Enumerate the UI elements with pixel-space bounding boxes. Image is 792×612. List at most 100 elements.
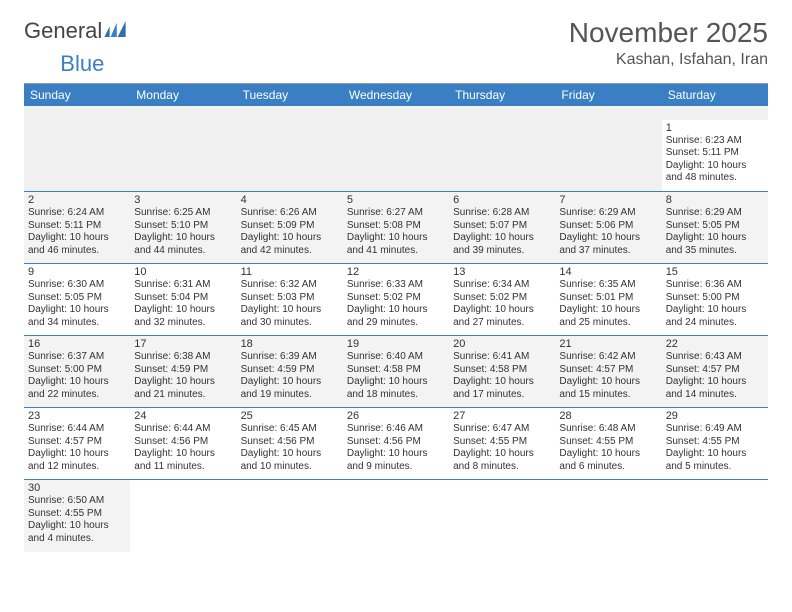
sunset-line: Sunset: 4:57 PM bbox=[559, 364, 657, 377]
daylight-line: Daylight: 10 hours bbox=[28, 232, 126, 245]
daylight-line: Daylight: 10 hours bbox=[666, 448, 764, 461]
sunrise-line: Sunrise: 6:35 AM bbox=[559, 279, 657, 292]
sunrise-line: Sunrise: 6:47 AM bbox=[453, 423, 551, 436]
empty-cell bbox=[449, 480, 555, 552]
sunset-line: Sunset: 4:56 PM bbox=[347, 436, 445, 449]
sunset-line: Sunset: 5:05 PM bbox=[666, 220, 764, 233]
sunset-line: Sunset: 4:57 PM bbox=[666, 364, 764, 377]
daylight-line: and 8 minutes. bbox=[453, 461, 551, 474]
sunrise-line: Sunrise: 6:46 AM bbox=[347, 423, 445, 436]
day-number: 5 bbox=[347, 194, 445, 206]
sunset-line: Sunset: 5:11 PM bbox=[666, 147, 764, 160]
day-cell: 19Sunrise: 6:40 AMSunset: 4:58 PMDayligh… bbox=[343, 336, 449, 408]
sunrise-line: Sunrise: 6:40 AM bbox=[347, 351, 445, 364]
day-number: 14 bbox=[559, 266, 657, 278]
day-cell: 25Sunrise: 6:45 AMSunset: 4:56 PMDayligh… bbox=[237, 408, 343, 480]
dow-saturday: Saturday bbox=[662, 84, 768, 106]
daylight-line: Daylight: 10 hours bbox=[666, 160, 764, 173]
daylight-line: and 24 minutes. bbox=[666, 317, 764, 330]
day-cell: 3Sunrise: 6:25 AMSunset: 5:10 PMDaylight… bbox=[130, 192, 236, 264]
sunset-line: Sunset: 5:00 PM bbox=[666, 292, 764, 305]
day-cell: 7Sunrise: 6:29 AMSunset: 5:06 PMDaylight… bbox=[555, 192, 661, 264]
sunset-line: Sunset: 4:56 PM bbox=[134, 436, 232, 449]
day-cell: 1Sunrise: 6:23 AMSunset: 5:11 PMDaylight… bbox=[662, 120, 768, 192]
daylight-line: Daylight: 10 hours bbox=[134, 304, 232, 317]
day-number: 9 bbox=[28, 266, 126, 278]
week-row: 9Sunrise: 6:30 AMSunset: 5:05 PMDaylight… bbox=[24, 264, 768, 336]
dow-friday: Friday bbox=[555, 84, 661, 106]
daylight-line: Daylight: 10 hours bbox=[347, 304, 445, 317]
sunset-line: Sunset: 4:59 PM bbox=[134, 364, 232, 377]
week-row: 16Sunrise: 6:37 AMSunset: 5:00 PMDayligh… bbox=[24, 336, 768, 408]
sunrise-line: Sunrise: 6:45 AM bbox=[241, 423, 339, 436]
day-number: 21 bbox=[559, 338, 657, 350]
daylight-line: Daylight: 10 hours bbox=[666, 304, 764, 317]
sunrise-line: Sunrise: 6:50 AM bbox=[28, 495, 126, 508]
day-number: 8 bbox=[666, 194, 764, 206]
day-number: 30 bbox=[28, 482, 126, 494]
sunset-line: Sunset: 5:05 PM bbox=[28, 292, 126, 305]
sunrise-line: Sunrise: 6:33 AM bbox=[347, 279, 445, 292]
sunset-line: Sunset: 5:02 PM bbox=[453, 292, 551, 305]
logo-text-1: General bbox=[24, 18, 102, 44]
daylight-line: and 9 minutes. bbox=[347, 461, 445, 474]
empty-cell bbox=[130, 120, 236, 192]
daylight-line: Daylight: 10 hours bbox=[241, 232, 339, 245]
day-cell: 2Sunrise: 6:24 AMSunset: 5:11 PMDaylight… bbox=[24, 192, 130, 264]
dow-sunday: Sunday bbox=[24, 84, 130, 106]
day-cell: 6Sunrise: 6:28 AMSunset: 5:07 PMDaylight… bbox=[449, 192, 555, 264]
empty-cell bbox=[662, 480, 768, 552]
day-number: 29 bbox=[666, 410, 764, 422]
sunset-line: Sunset: 5:03 PM bbox=[241, 292, 339, 305]
daylight-line: and 34 minutes. bbox=[28, 317, 126, 330]
day-number: 25 bbox=[241, 410, 339, 422]
calendar-table: Sunday Monday Tuesday Wednesday Thursday… bbox=[24, 84, 768, 552]
day-cell: 8Sunrise: 6:29 AMSunset: 5:05 PMDaylight… bbox=[662, 192, 768, 264]
daylight-line: Daylight: 10 hours bbox=[241, 448, 339, 461]
day-number: 26 bbox=[347, 410, 445, 422]
sunrise-line: Sunrise: 6:31 AM bbox=[134, 279, 232, 292]
day-number: 6 bbox=[453, 194, 551, 206]
daylight-line: and 6 minutes. bbox=[559, 461, 657, 474]
daylight-line: Daylight: 10 hours bbox=[347, 376, 445, 389]
daylight-line: and 4 minutes. bbox=[28, 533, 126, 546]
day-number: 17 bbox=[134, 338, 232, 350]
empty-cell bbox=[555, 120, 661, 192]
daylight-line: and 10 minutes. bbox=[241, 461, 339, 474]
sunrise-line: Sunrise: 6:32 AM bbox=[241, 279, 339, 292]
day-number: 22 bbox=[666, 338, 764, 350]
spacer-row bbox=[24, 106, 768, 120]
sunrise-line: Sunrise: 6:39 AM bbox=[241, 351, 339, 364]
week-row: 30Sunrise: 6:50 AMSunset: 4:55 PMDayligh… bbox=[24, 480, 768, 552]
day-number: 23 bbox=[28, 410, 126, 422]
daylight-line: and 44 minutes. bbox=[134, 245, 232, 258]
daylight-line: and 35 minutes. bbox=[666, 245, 764, 258]
day-cell: 26Sunrise: 6:46 AMSunset: 4:56 PMDayligh… bbox=[343, 408, 449, 480]
empty-cell bbox=[449, 120, 555, 192]
day-number: 18 bbox=[241, 338, 339, 350]
empty-cell bbox=[343, 480, 449, 552]
sunset-line: Sunset: 5:07 PM bbox=[453, 220, 551, 233]
daylight-line: Daylight: 10 hours bbox=[453, 304, 551, 317]
day-number: 15 bbox=[666, 266, 764, 278]
sunrise-line: Sunrise: 6:49 AM bbox=[666, 423, 764, 436]
sunset-line: Sunset: 5:09 PM bbox=[241, 220, 339, 233]
sunset-line: Sunset: 5:11 PM bbox=[28, 220, 126, 233]
sunset-line: Sunset: 4:55 PM bbox=[28, 508, 126, 521]
daylight-line: Daylight: 10 hours bbox=[559, 304, 657, 317]
empty-cell bbox=[237, 480, 343, 552]
daylight-line: and 39 minutes. bbox=[453, 245, 551, 258]
sunrise-line: Sunrise: 6:24 AM bbox=[28, 207, 126, 220]
sunrise-line: Sunrise: 6:28 AM bbox=[453, 207, 551, 220]
day-cell: 11Sunrise: 6:32 AMSunset: 5:03 PMDayligh… bbox=[237, 264, 343, 336]
day-cell: 27Sunrise: 6:47 AMSunset: 4:55 PMDayligh… bbox=[449, 408, 555, 480]
sunset-line: Sunset: 4:57 PM bbox=[28, 436, 126, 449]
daylight-line: Daylight: 10 hours bbox=[666, 232, 764, 245]
logo: General bbox=[24, 18, 126, 44]
day-number: 28 bbox=[559, 410, 657, 422]
sunrise-line: Sunrise: 6:44 AM bbox=[134, 423, 232, 436]
week-row: 2Sunrise: 6:24 AMSunset: 5:11 PMDaylight… bbox=[24, 192, 768, 264]
sunset-line: Sunset: 4:58 PM bbox=[453, 364, 551, 377]
daylight-line: Daylight: 10 hours bbox=[666, 376, 764, 389]
daylight-line: Daylight: 10 hours bbox=[453, 376, 551, 389]
